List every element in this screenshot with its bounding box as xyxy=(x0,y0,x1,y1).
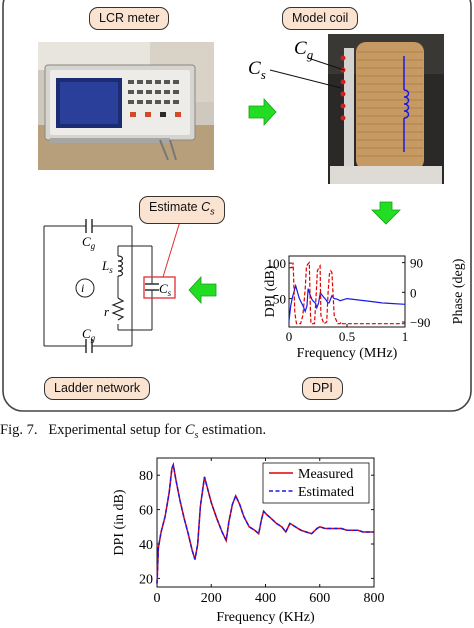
ladder-network-circuit xyxy=(43,219,159,353)
dpi-x-tick-label: 1 xyxy=(402,329,409,344)
lcr-meter-tag: LCR meter xyxy=(89,7,170,30)
comparison-x-tick-label: 400 xyxy=(255,591,276,606)
comparison-x-tick-label: 600 xyxy=(309,591,330,606)
comparison-y-tick-label: 40 xyxy=(139,538,153,553)
photo-cg-label: Cg xyxy=(294,38,314,62)
circuit-cs-label: Cs xyxy=(159,281,172,298)
dpi-y2-tick-label: 0 xyxy=(410,285,417,300)
ladder-network-tag: Ladder network xyxy=(44,377,151,400)
cs-highlight-box xyxy=(143,276,176,299)
comparison-x-axis-label: Frequency (KHz) xyxy=(216,610,315,625)
legend-label-estimated: Estimated xyxy=(298,485,354,500)
comparison-series-measured xyxy=(156,462,374,584)
dpi-y2-tick-label: −90 xyxy=(410,315,430,330)
arrow-down-icon xyxy=(371,201,401,225)
legend-label-measured: Measured xyxy=(298,467,353,482)
comparison-legend: Measured Estimated xyxy=(262,462,370,504)
legend-box xyxy=(262,462,370,504)
dpi-y2-tick-label: 90 xyxy=(410,256,423,271)
lcr-meter-photo xyxy=(38,42,214,170)
circuit-r-label: r xyxy=(104,304,110,319)
model-coil-photo xyxy=(269,34,444,184)
dpi-x-tick-label: 0 xyxy=(286,329,293,344)
dpi-x-tick-label: 0.5 xyxy=(339,329,355,344)
model-coil-tag: Model coil xyxy=(282,7,359,30)
figure-caption: Fig. 7. Experimental setup for Cs estima… xyxy=(0,422,267,441)
dpi-y-axis-label: DPI (dB) xyxy=(263,265,278,317)
dpi-plot-frame xyxy=(288,255,406,328)
comparison-x-tick-label: 200 xyxy=(201,591,222,606)
comparison-y-tick-label: 20 xyxy=(139,572,153,587)
comparison-y-axis-label: DPI (in dB) xyxy=(112,489,127,555)
current-source-label: i xyxy=(81,281,84,295)
estimate-cs-tag: Estimate Cs xyxy=(139,196,225,224)
circuit-ls-label: Ls xyxy=(101,258,113,275)
comparison-y-tick-label: 60 xyxy=(139,504,153,519)
dpi-x-axis-label: Frequency (MHz) xyxy=(297,346,398,361)
arrow-right-icon xyxy=(248,97,277,127)
dpi-y2-axis-label: Phase (deg) xyxy=(451,258,466,324)
comparison-x-tick-label: 800 xyxy=(364,591,385,606)
panel-border xyxy=(2,0,472,412)
photo-cs-label: Cs xyxy=(248,58,266,82)
circuit-cg-bottom-label: Cg xyxy=(82,326,96,343)
setup-figure-svg: Cg Cs xyxy=(2,0,472,412)
dpi-y-tick-label: 100 xyxy=(267,256,287,271)
dpi-series-line-0 xyxy=(288,283,406,322)
dpi-tag: DPI xyxy=(302,377,343,400)
dpi-y-tick-label: 50 xyxy=(273,292,286,307)
dpi-phase-chart: 0 0.5 1 50 100 90 0 −90 Frequency (MHz) DPI (dB) P… xyxy=(263,255,466,361)
comparison-y-tick-label: 80 xyxy=(139,469,153,484)
arrow-left-icon xyxy=(188,275,217,305)
dpi-series-line-1 xyxy=(289,261,405,325)
circuit-cg-top-label: Cg xyxy=(82,234,96,251)
estimate-leader-line xyxy=(162,217,182,278)
coil-inductor-icon xyxy=(403,56,410,152)
comparison-x-tick-label: 0 xyxy=(154,591,161,606)
dpi-comparison-chart: 0 200 400 600 800 20 40 60 80 Measured Estimated Fr… xyxy=(112,457,385,625)
setup-figure-panel: Cg Cs xyxy=(2,0,472,412)
